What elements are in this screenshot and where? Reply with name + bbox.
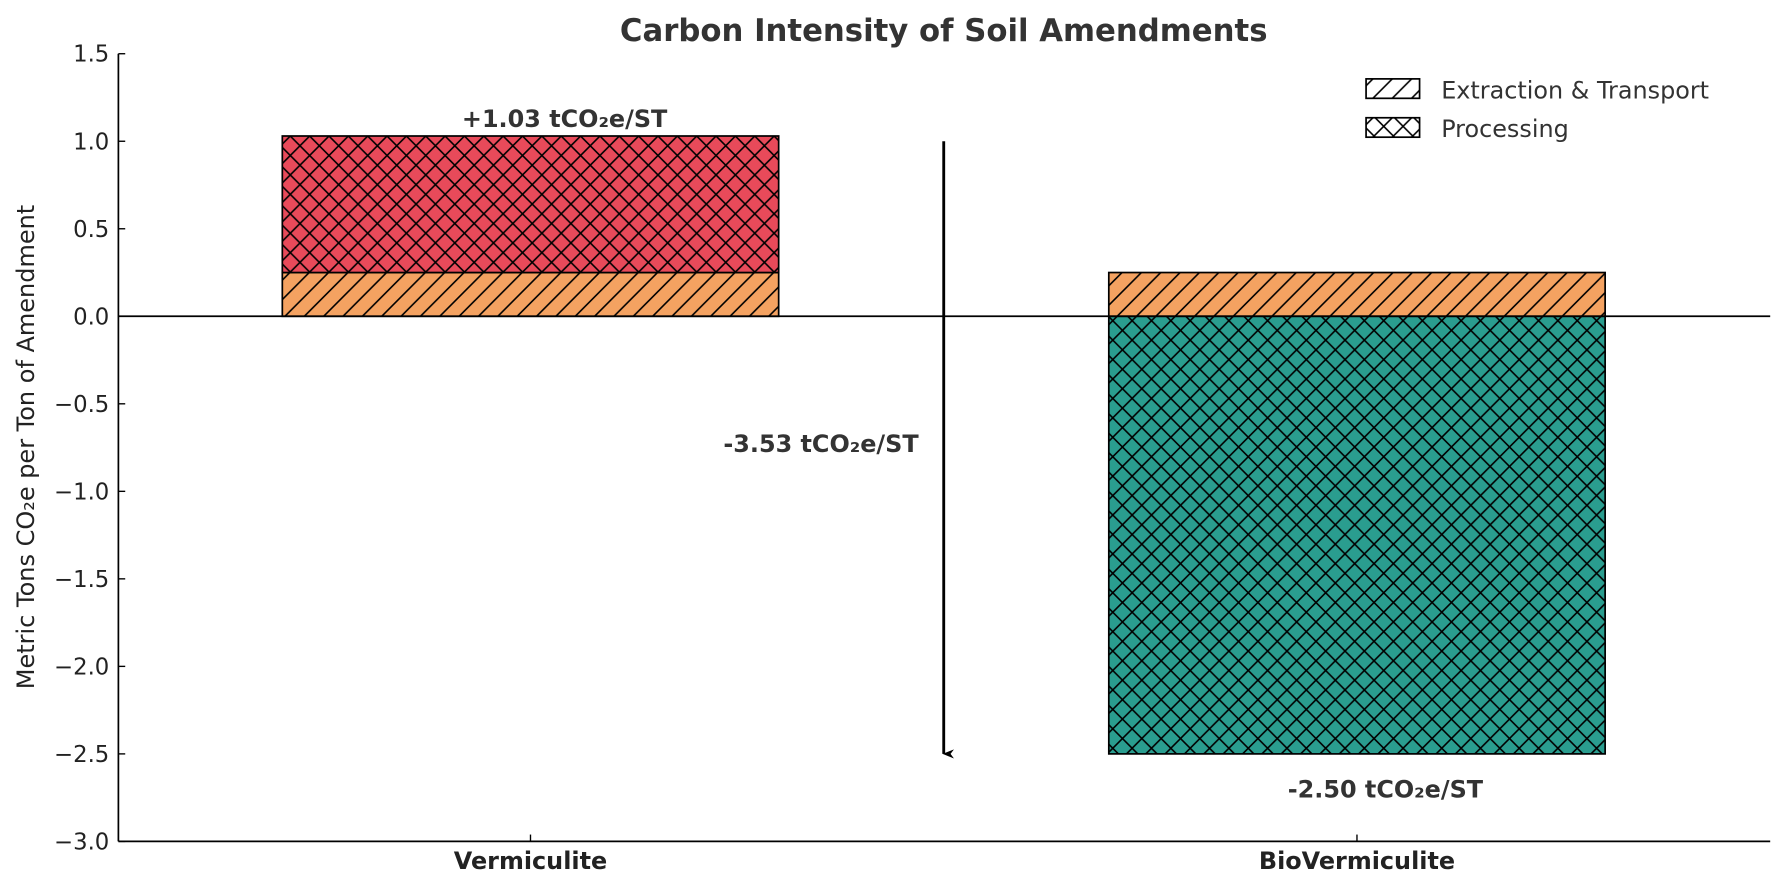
x-tick-label-vermiculite: Vermiculite — [454, 847, 607, 875]
y-axis-label: Metric Tons CO₂e per Ton of Amendment — [12, 205, 40, 689]
legend: Extraction & Transport Processing — [1365, 76, 1709, 143]
y-tick-label: −1.0 — [54, 479, 109, 505]
bar-hatch-biovermiculite-extraction — [1107, 271, 1606, 318]
y-ticks: 1.5 1.0 0.5 0.0 −0.5 −1.0 −1.5 −2.0 −2.5 −3.0 — [54, 42, 126, 855]
legend-swatch-processing — [1365, 116, 1421, 139]
data-label-biovermiculite: -2.50 tCO₂e/ST — [1288, 775, 1484, 803]
legend-label-extraction: Extraction & Transport — [1441, 76, 1709, 104]
bars-group — [281, 135, 1606, 755]
y-tick-label: 0.0 — [73, 304, 109, 330]
bar-hatch-vermiculite-extraction — [281, 271, 780, 318]
chart-title: Carbon Intensity of Soil Amendments — [620, 13, 1268, 49]
y-tick-label: 1.5 — [73, 42, 109, 68]
bar-hatch-biovermiculite-processing — [1107, 315, 1606, 755]
legend-label-processing: Processing — [1441, 115, 1569, 143]
difference-annotation: -3.53 tCO₂e/ST — [723, 430, 919, 458]
x-ticks: Vermiculite BioVermiculite — [454, 834, 1455, 875]
x-tick-label-biovermiculite: BioVermiculite — [1259, 847, 1455, 875]
y-tick-label: 0.5 — [73, 217, 109, 243]
bar-hatch-vermiculite-processing — [281, 135, 780, 274]
y-tick-label: −2.0 — [54, 654, 109, 680]
y-tick-label: 1.0 — [73, 129, 109, 155]
legend-swatch-extraction — [1365, 78, 1421, 100]
data-label-vermiculite: +1.03 tCO₂e/ST — [462, 105, 668, 133]
y-tick-label: −2.5 — [54, 742, 109, 768]
y-tick-label: −0.5 — [54, 392, 109, 418]
y-tick-label: −1.5 — [54, 567, 109, 593]
y-tick-label: −3.0 — [54, 829, 109, 855]
